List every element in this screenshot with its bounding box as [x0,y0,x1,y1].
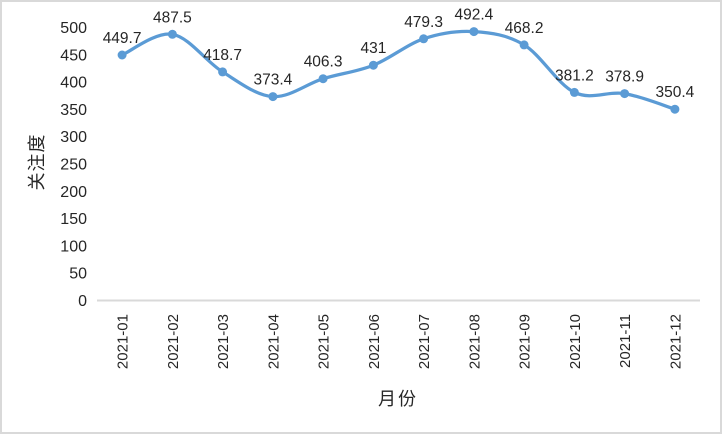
y-tick-label: 0 [78,293,87,310]
data-label: 350.4 [656,84,695,101]
data-label: 479.3 [404,14,443,31]
data-point-marker [167,29,177,39]
x-tick-label: 2021-07 [416,314,433,369]
x-tick-label: 2021-09 [517,314,534,369]
data-label: 418.7 [203,47,242,64]
x-tick-label: 2021-03 [215,314,232,369]
data-label: 468.2 [505,20,544,37]
data-point-marker [368,60,378,70]
data-label: 492.4 [455,7,494,24]
data-label: 431 [360,40,386,57]
data-label: 449.7 [103,30,142,47]
x-tick-label: 2021-02 [165,314,182,369]
data-point-marker [670,104,680,114]
x-tick-label: 2021-05 [316,314,333,369]
x-tick-label: 2021-06 [366,314,383,369]
data-point-marker [117,50,127,60]
y-tick-label: 300 [60,129,87,146]
y-tick-label: 350 [60,102,87,119]
data-point-marker [419,34,429,44]
x-tick-label: 2021-04 [265,314,282,369]
x-axis-title: 月份 [378,389,418,409]
x-tick-label: 2021-01 [115,314,132,369]
x-tick-label: 2021-12 [667,314,684,369]
y-tick-label: 450 [60,47,87,64]
y-tick-label: 250 [60,157,87,174]
data-label: 381.2 [555,67,594,84]
y-axis-title: 关注度 [27,133,47,191]
y-tick-label: 100 [60,238,87,255]
x-tick-label: 2021-11 [617,314,634,368]
data-label: 406.3 [304,54,343,71]
data-point-marker [469,27,479,37]
data-label: 378.9 [605,69,644,86]
data-label: 487.5 [153,9,192,26]
y-tick-label: 500 [60,20,87,37]
data-point-marker [620,89,630,99]
data-label: 373.4 [254,72,293,89]
data-point-marker [268,92,278,102]
y-tick-label: 200 [60,184,87,201]
y-tick-label: 400 [60,75,87,92]
data-point-marker [318,74,328,84]
x-tick-label: 2021-10 [567,314,584,369]
x-tick-label: 2021-08 [466,314,483,369]
y-tick-label: 150 [60,211,87,228]
data-point-marker [218,67,228,77]
data-point-marker [519,40,529,50]
y-tick-label: 50 [69,266,87,283]
data-point-marker [569,87,579,97]
